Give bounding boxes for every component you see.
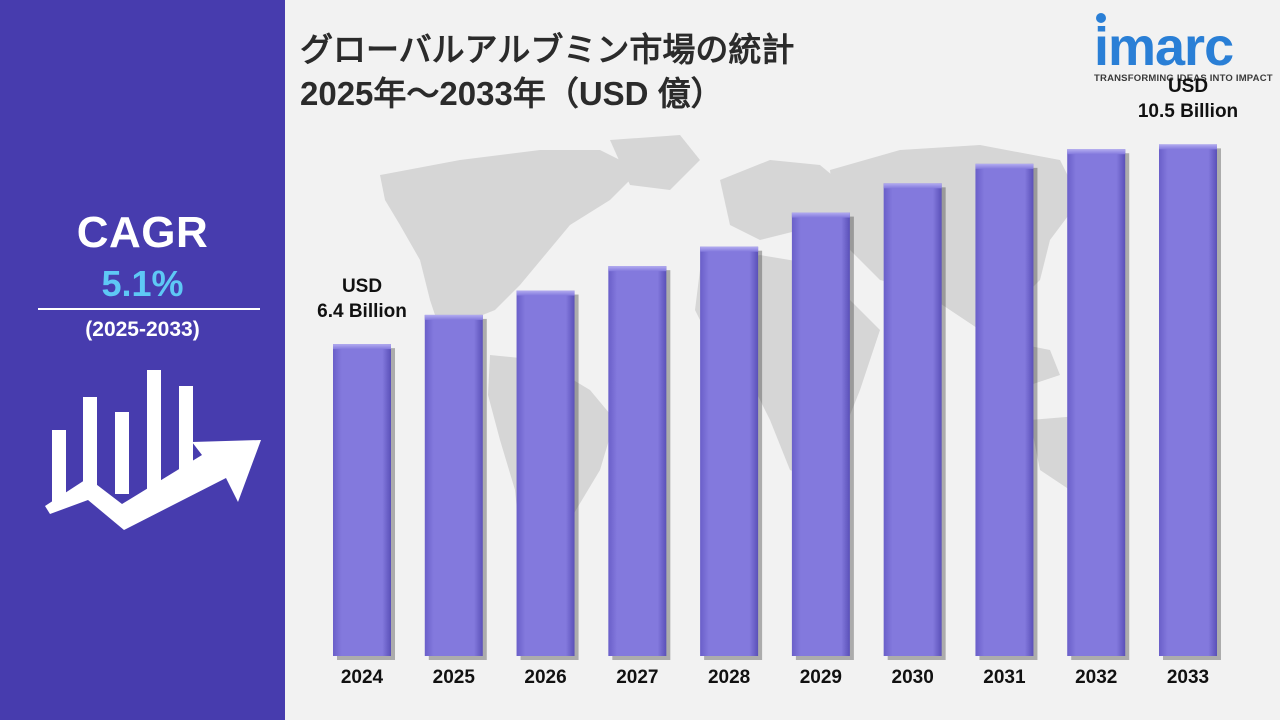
x-tick-label: 2026 bbox=[524, 667, 566, 688]
x-tick-label: 2030 bbox=[892, 667, 934, 688]
bar-2025 bbox=[424, 314, 483, 656]
bar-2027 bbox=[608, 266, 667, 656]
x-tick-label: 2025 bbox=[433, 667, 476, 688]
x-tick-label: 2024 bbox=[341, 667, 384, 688]
logo-tagline: TRANSFORMING IDEAS INTO IMPACT bbox=[1094, 73, 1273, 84]
bar-cap bbox=[516, 290, 575, 296]
start-callout-currency: USD bbox=[341, 276, 383, 298]
bar-cap bbox=[883, 183, 942, 189]
cagr-period: (2025-2033) bbox=[85, 318, 200, 341]
x-tick-label: 2033 bbox=[1167, 667, 1209, 688]
bar-2032 bbox=[1067, 149, 1126, 656]
logo-accent-icon bbox=[1096, 13, 1106, 23]
title-line-2: 2025年～2033年（USD 億） bbox=[300, 75, 724, 112]
bar-2029 bbox=[791, 212, 850, 656]
start-value-callout: USD 6.4 Billion bbox=[292, 274, 432, 324]
end-value-callout: USD 10.5 Billion bbox=[1108, 74, 1268, 124]
end-callout-value: 10.5 Billion bbox=[1137, 101, 1239, 123]
x-tick-label: 2031 bbox=[983, 667, 1026, 688]
bar-cap bbox=[1159, 144, 1217, 150]
bar-2031 bbox=[975, 163, 1034, 656]
bar-cap bbox=[1067, 149, 1126, 155]
bar-2024 bbox=[333, 344, 391, 656]
bar-cap bbox=[608, 266, 667, 272]
cagr-divider bbox=[38, 308, 260, 310]
logo: imarc bbox=[1094, 17, 1234, 77]
bar-cap bbox=[791, 212, 850, 218]
bar-cap bbox=[333, 344, 391, 350]
page-title: グローバルアルブミン市場の統計 2025年～2033年（USD 億） bbox=[300, 28, 794, 116]
bar-2033 bbox=[1159, 144, 1217, 656]
x-tick-label: 2032 bbox=[1075, 667, 1117, 688]
end-callout-currency: USD bbox=[1167, 76, 1209, 98]
bar-cap bbox=[424, 314, 483, 320]
cagr-value: 5.1% bbox=[101, 263, 184, 304]
bar-2030 bbox=[883, 183, 942, 656]
x-tick-label: 2027 bbox=[616, 667, 658, 688]
growth-chart-arrow-icon bbox=[45, 370, 261, 530]
x-tick-label: 2029 bbox=[800, 667, 842, 688]
start-callout-value: 6.4 Billion bbox=[317, 301, 407, 323]
bar-2026 bbox=[516, 290, 575, 656]
x-tick-label: 2028 bbox=[708, 667, 750, 688]
title-line-1: グローバルアルブミン市場の統計 bbox=[300, 31, 795, 68]
bar-cap bbox=[975, 163, 1034, 169]
sidebar-panel: CAGR 5.1% (2025-2033) bbox=[0, 0, 285, 720]
bar-2028 bbox=[700, 246, 759, 656]
cagr-label: CAGR bbox=[76, 208, 209, 257]
bar-cap bbox=[700, 246, 759, 252]
